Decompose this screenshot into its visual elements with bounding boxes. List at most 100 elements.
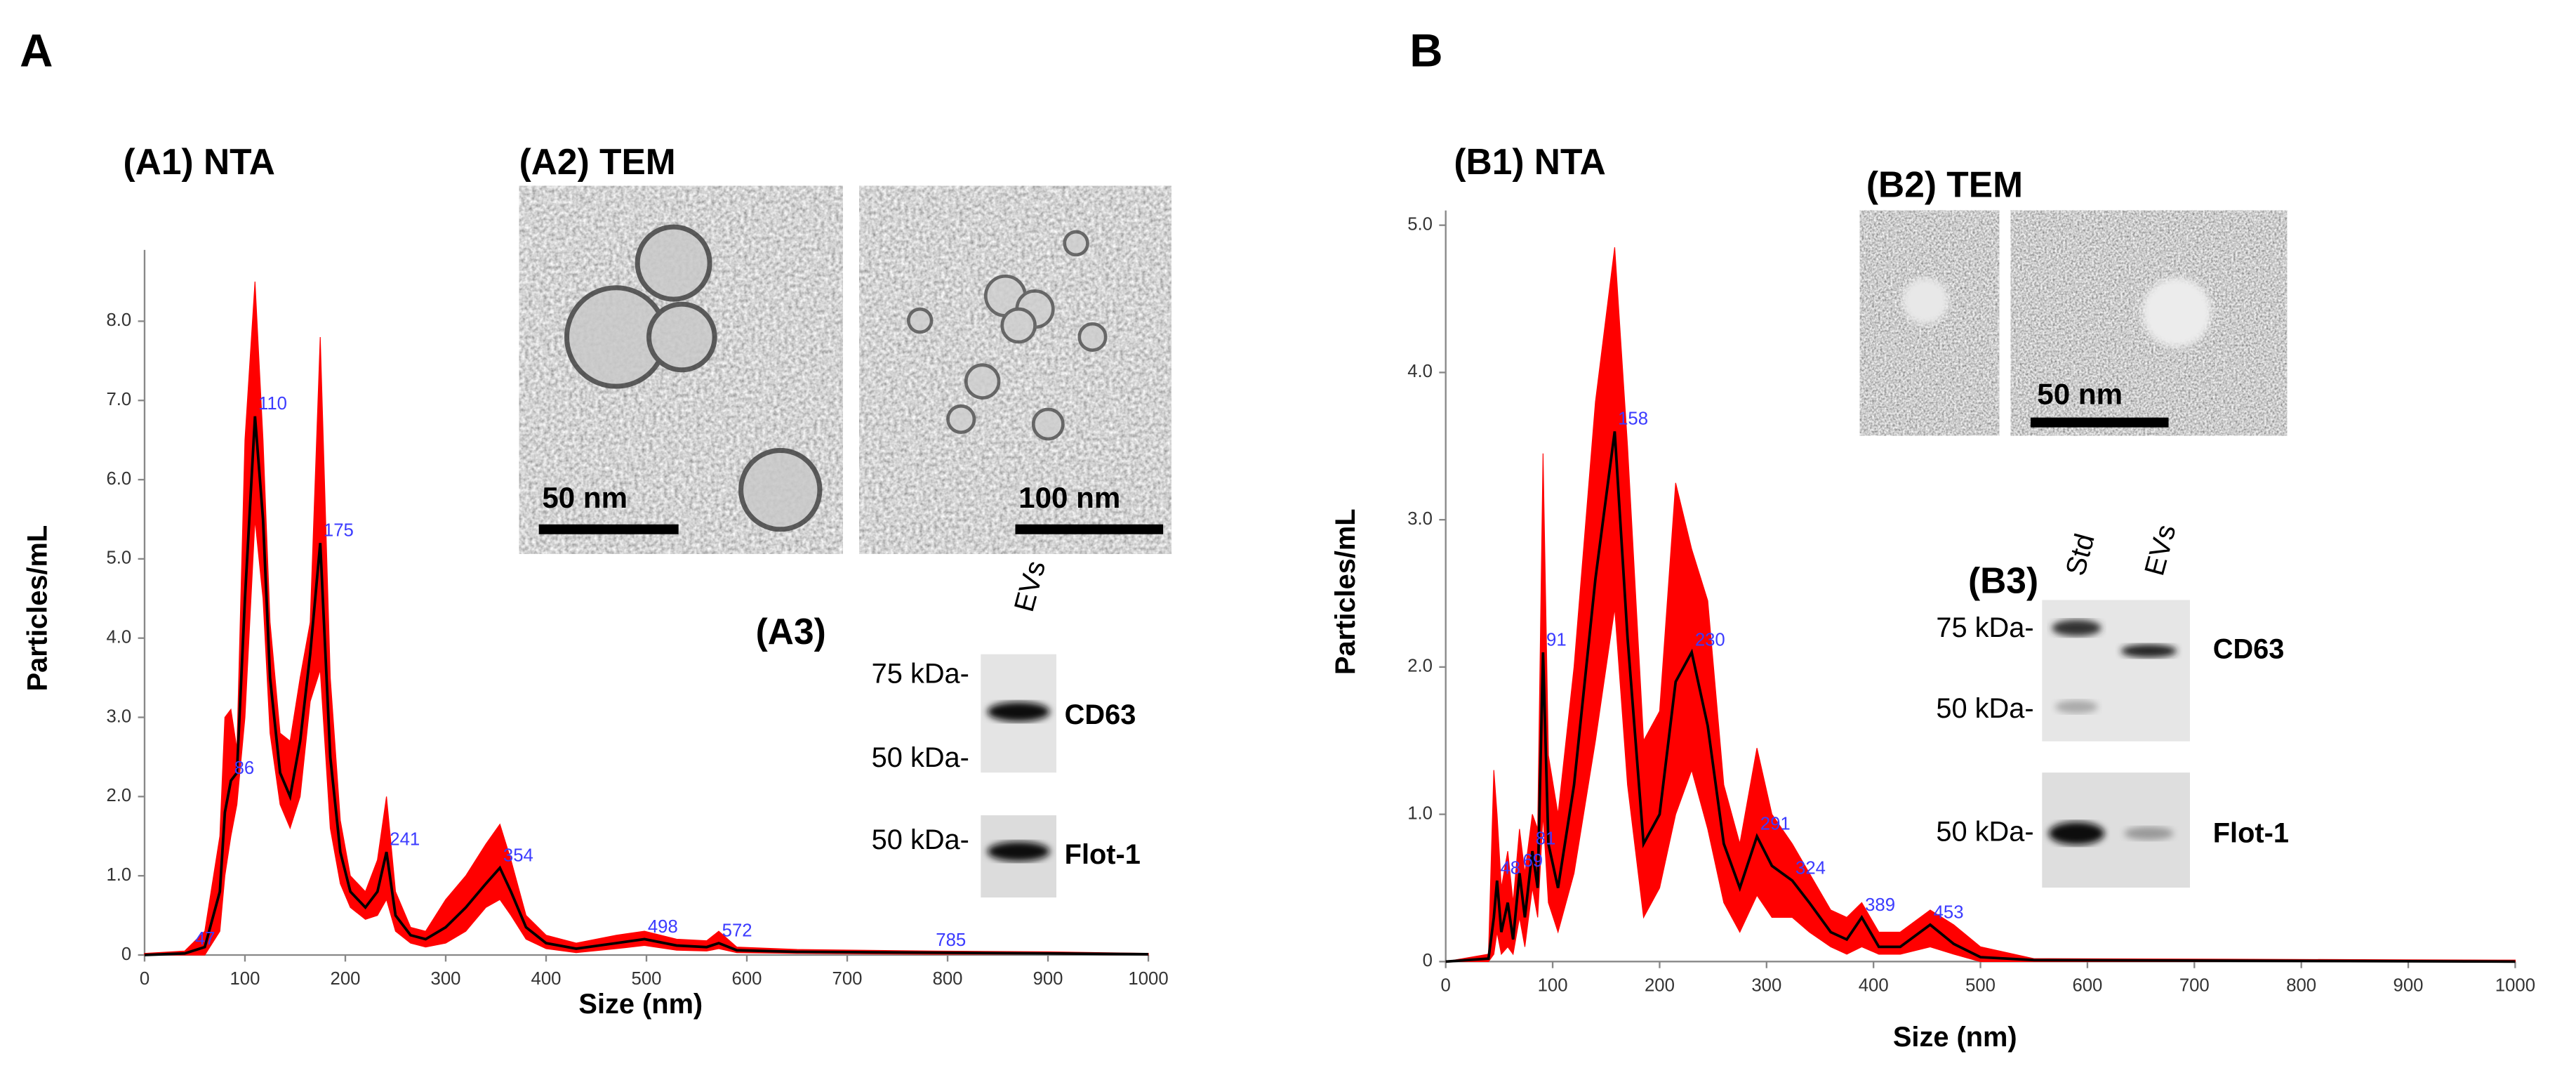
y-tick-label: 8.0 [106,310,131,330]
y-tick-label: 1.0 [1407,803,1433,823]
peak-label: 389 [1865,895,1895,915]
y-axis-label: Particles/mL [1330,508,1361,675]
y-tick-label: 2.0 [1407,657,1433,676]
peak-label: 498 [648,917,678,937]
peak-label: 291 [1760,814,1791,834]
tem-image [859,185,1171,554]
error-band [144,281,1149,956]
lane-label: EVs [2139,522,2182,579]
peak-label: 785 [936,930,966,950]
scale-label: 100 nm [1018,481,1120,514]
mean-line [144,416,1149,956]
protein-label: Flot-1 [1065,839,1141,870]
x-tick-label: 900 [2394,975,2424,995]
x-tick-label: 500 [632,969,662,989]
x-tick-label: 500 [1965,975,1996,995]
peak-label: 47 [195,929,215,949]
x-tick-label: 0 [140,969,150,989]
x-axis-label: Size (nm) [1893,1022,2017,1053]
y-tick-label: 4.0 [1407,362,1433,381]
marker-label: 50 kDa- [1936,693,2033,724]
x-tick-label: 1000 [1128,969,1168,989]
x-tick-label: 600 [732,969,762,989]
peak-label: 241 [390,830,420,850]
band [2120,644,2177,658]
peak-label: 110 [258,394,287,414]
tem-image: 100 nm [859,185,1171,554]
x-tick-label: 800 [933,969,963,989]
vesicle [2142,277,2212,347]
lane-label: EVs [1009,558,1051,615]
marker-label: 50 kDa- [872,824,969,855]
y-tick-label: 6.0 [106,469,131,489]
marker-label: 75 kDa- [1936,612,2033,643]
x-tick-label: 600 [2072,975,2102,995]
x-tick-label: 300 [1751,975,1781,995]
chart-title: (A1) NTA [124,141,275,182]
x-tick-label: 700 [2179,975,2210,995]
y-tick-label: 3.0 [106,706,131,726]
chart-title: (B1) NTA [1454,141,1605,182]
x-tick-label: 1000 [2495,975,2535,995]
scale-label: 50 nm [542,481,628,514]
vesicles [906,230,1108,441]
x-tick-label: 400 [531,969,562,989]
protein-label: CD63 [2213,634,2285,665]
y-tick-label: 7.0 [106,390,131,409]
x-tick-label: 900 [1033,969,1063,989]
blot-title: (A3) [756,611,826,652]
x-tick-label: 0 [1441,975,1451,995]
protein-label: CD63 [1065,699,1136,730]
y-tick-label: 3.0 [1407,509,1433,529]
y-tick-label: 5.0 [1407,214,1433,234]
vesicles [564,224,823,532]
x-tick-label: 200 [1645,975,1675,995]
x-tick-label: 400 [1859,975,1889,995]
y-tick-label: 4.0 [106,628,131,647]
protein-label: Flot-1 [2213,818,2289,849]
peak-label: 324 [1795,858,1826,878]
peak-label: 572 [722,921,752,940]
x-tick-label: 800 [2286,975,2316,995]
tem-title: (A2) TEM [519,141,676,182]
peak-label: 354 [503,845,533,865]
lane-label: Std [2060,530,2101,579]
x-tick-label: 100 [230,969,260,989]
y-tick-label: 1.0 [106,865,131,885]
mean-line [1445,431,2516,963]
y-axis-label: Particles/mL [22,525,53,692]
band [987,702,1050,722]
band [987,841,1050,862]
x-tick-label: 200 [331,969,361,989]
band [2124,827,2174,841]
x-tick-label: 100 [1538,975,1568,995]
marker-label: 50 kDa- [872,742,969,773]
peak-label: 86 [234,758,255,778]
x-axis-label: Size (nm) [578,989,703,1020]
peak-label: 230 [1695,630,1725,650]
peak-label: 91 [1546,630,1567,650]
band [2048,822,2105,845]
x-tick-label: 300 [431,969,461,989]
band [2055,700,2098,713]
peak-label: 48 [1501,858,1521,878]
peak-label: 453 [1934,902,1964,922]
scale-label: 50 nm [2037,377,2123,410]
y-tick-label: 0 [1423,951,1433,970]
band [2052,619,2102,636]
panel-label: A [20,25,53,77]
peak-label: 69 [1523,851,1543,871]
peak-label: 81 [1536,829,1556,848]
vesicle [1902,277,1948,324]
panel-label: B [1409,25,1442,77]
y-tick-label: 2.0 [106,786,131,805]
y-tick-label: 5.0 [106,548,131,568]
marker-label: 75 kDa- [872,659,969,690]
tem-image: 50 nm [519,185,843,554]
x-tick-label: 700 [832,969,863,989]
tem-title: (B2) TEM [1866,164,2023,205]
blot-title: (B3) [1968,560,2038,601]
peak-label: 175 [324,521,354,541]
